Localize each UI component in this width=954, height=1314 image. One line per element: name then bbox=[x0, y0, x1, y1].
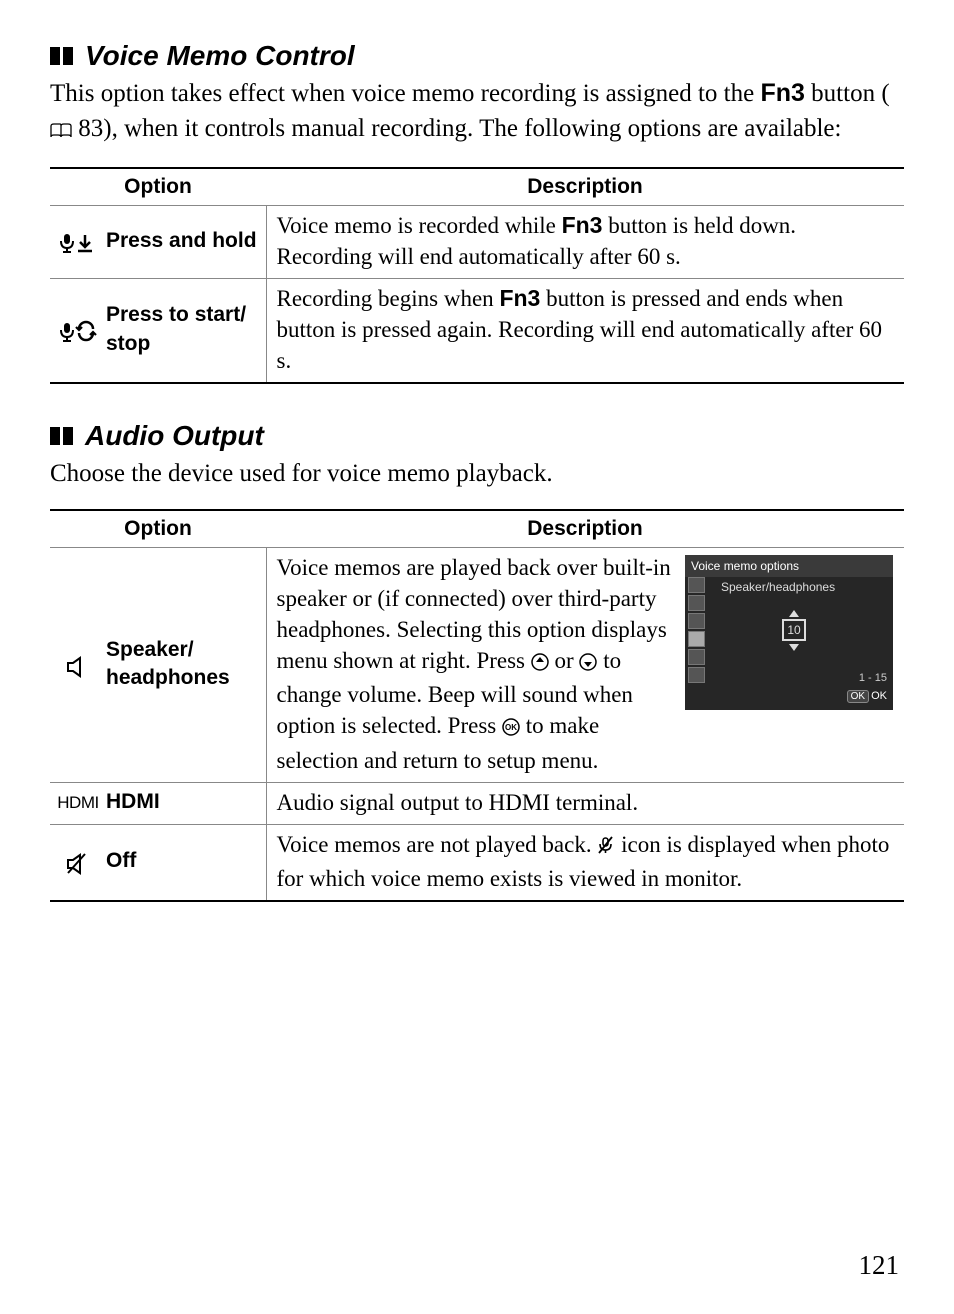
ok-button-icon: OK bbox=[502, 713, 520, 744]
table-row: Off Voice memos are not played back. ico… bbox=[50, 824, 904, 901]
option-desc: Voice memo options Speaker/headphones 10… bbox=[266, 548, 904, 782]
desc-text: Voice memos are not played back. bbox=[277, 832, 598, 857]
voice-memo-intro: This option takes effect when voice memo… bbox=[50, 76, 904, 149]
mute-icon bbox=[597, 832, 615, 863]
up-button-icon bbox=[531, 648, 549, 679]
col-option: Option bbox=[50, 168, 266, 206]
heading-marker bbox=[50, 47, 60, 65]
page-ref-icon bbox=[50, 114, 72, 149]
menu-ok: OKOK bbox=[847, 689, 887, 704]
option-label: Off bbox=[106, 824, 266, 901]
table-row: Speaker/ headphones Voice memo options S… bbox=[50, 548, 904, 782]
desc-text: Recording begins when bbox=[277, 286, 500, 311]
option-label: HDMI bbox=[106, 782, 266, 824]
volume-up-arrow bbox=[789, 610, 799, 617]
menu-title: Voice memo options bbox=[685, 555, 893, 577]
col-description: Description bbox=[266, 510, 904, 548]
option-desc: Voice memos are not played back. icon is… bbox=[266, 824, 904, 901]
fn3-bold: Fn3 bbox=[499, 285, 540, 311]
speaker-off-icon bbox=[50, 824, 106, 901]
desc-text: Voice memo is recorded while bbox=[277, 213, 562, 238]
table-row: Press to start/ stop Recording begins wh… bbox=[50, 279, 904, 384]
voice-memo-table: Option Description Press and hold Voice … bbox=[50, 167, 904, 384]
mic-hold-icon bbox=[50, 206, 106, 279]
col-description: Description bbox=[266, 168, 904, 206]
svg-text:OK: OK bbox=[505, 723, 517, 732]
menu-subtitle: Speaker/headphones bbox=[685, 577, 893, 595]
fn3-bold: Fn3 bbox=[760, 79, 804, 107]
intro-text: button ( bbox=[805, 80, 890, 107]
voice-memo-heading: Voice Memo Control bbox=[50, 40, 904, 72]
option-desc: Audio signal output to HDMI terminal. bbox=[266, 782, 904, 824]
desc-text: or bbox=[549, 648, 580, 673]
audio-output-intro: Choose the device used for voice memo pl… bbox=[50, 456, 904, 491]
mic-toggle-icon bbox=[50, 279, 106, 384]
volume-box: 10 bbox=[782, 619, 806, 641]
option-label: Speaker/ headphones bbox=[106, 548, 266, 782]
intro-text: 83), when it controls manual recording. … bbox=[72, 115, 841, 142]
ok-label: OK bbox=[871, 690, 887, 702]
table-row: Press and hold Voice memo is recorded wh… bbox=[50, 206, 904, 279]
hdmi-icon: HDMI bbox=[50, 782, 106, 824]
option-label: Press to start/ stop bbox=[106, 279, 266, 384]
heading-marker bbox=[50, 427, 60, 445]
heading-marker bbox=[63, 427, 73, 445]
volume-down-arrow bbox=[789, 644, 799, 651]
intro-text: This option takes effect when voice memo… bbox=[50, 80, 760, 107]
down-button-icon bbox=[579, 648, 597, 679]
menu-screenshot: Voice memo options Speaker/headphones 10… bbox=[685, 555, 893, 710]
option-desc: Voice memo is recorded while Fn3 button … bbox=[266, 206, 904, 279]
audio-output-table: Option Description Speaker/ headphones V… bbox=[50, 509, 904, 901]
option-desc: Recording begins when Fn3 button is pres… bbox=[266, 279, 904, 384]
page-number: 121 bbox=[859, 1250, 900, 1281]
menu-side-icons bbox=[688, 577, 708, 685]
speaker-icon bbox=[50, 548, 106, 782]
option-label: Press and hold bbox=[106, 206, 266, 279]
section-title: Audio Output bbox=[85, 420, 264, 452]
volume-range: 1 - 15 bbox=[859, 671, 887, 686]
fn3-bold: Fn3 bbox=[562, 212, 603, 238]
audio-output-heading: Audio Output bbox=[50, 420, 904, 452]
heading-marker bbox=[63, 47, 73, 65]
section-title: Voice Memo Control bbox=[85, 40, 355, 72]
table-row: HDMI HDMI Audio signal output to HDMI te… bbox=[50, 782, 904, 824]
col-option: Option bbox=[50, 510, 266, 548]
